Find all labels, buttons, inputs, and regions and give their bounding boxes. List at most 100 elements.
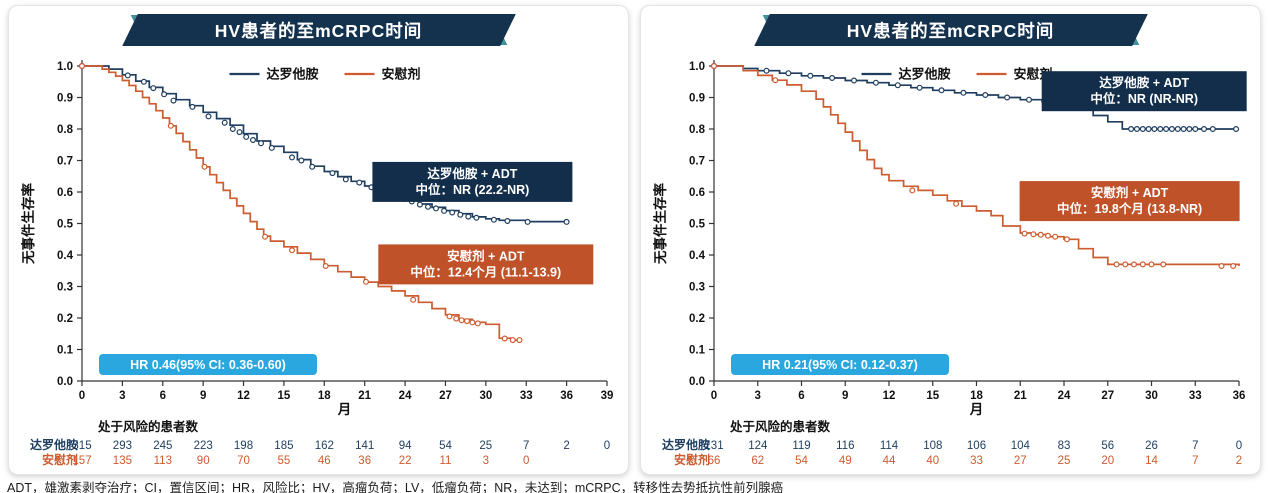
censor-mark-placebo [1045, 232, 1052, 239]
x-tick-label: 0 [711, 390, 717, 402]
censor-mark-placebo [446, 313, 453, 320]
censor-mark-placebo [78, 63, 85, 70]
censor-mark-darolutamide [1233, 125, 1240, 132]
y-tick-label: 0.0 [57, 376, 73, 388]
censor-mark-darolutamide [140, 78, 147, 85]
hr-label: HR 0.46(95% CI: 0.36-0.60) [130, 358, 286, 372]
x-tick-label: 24 [399, 390, 412, 402]
km-curve-placebo [82, 65, 520, 341]
at-risk-value: 70 [237, 455, 250, 467]
at-risk-value: 223 [194, 440, 213, 452]
y-tick-label: 0.8 [57, 124, 74, 136]
censor-mark-darolutamide [473, 214, 480, 221]
censor-mark-darolutamide [763, 67, 770, 74]
censor-mark-placebo [710, 63, 717, 70]
censor-mark-darolutamide [289, 154, 296, 161]
at-risk-value: 14 [1145, 455, 1158, 467]
censor-mark-placebo [1052, 233, 1059, 240]
at-risk-value: 2 [1236, 455, 1242, 467]
censor-mark-placebo [363, 278, 370, 285]
censor-mark-darolutamide [229, 125, 236, 132]
censor-mark-darolutamide [236, 129, 243, 136]
x-tick-label: 36 [560, 390, 573, 402]
x-tick-label: 33 [520, 390, 533, 402]
censor-mark-darolutamide [982, 91, 989, 98]
censor-mark-placebo [501, 335, 508, 342]
at-risk-value: 198 [234, 440, 253, 452]
at-risk-value: 119 [792, 440, 810, 452]
hr-box [99, 354, 317, 375]
km-panel-right: HV患者的至mCRPC时间 0.0 0.1 0.2 0.3 0.4 0.5 0.6 0.7 0.… [640, 5, 1261, 475]
censor-mark-darolutamide [1145, 125, 1152, 132]
censor-mark-darolutamide [872, 79, 879, 86]
at-risk-value: 116 [836, 440, 854, 452]
censor-mark-darolutamide [851, 77, 858, 84]
y-axis-title: 无事件生存率 [20, 183, 36, 265]
censor-mark-placebo [289, 247, 296, 254]
at-risk-value: 3 [483, 455, 489, 467]
censor-mark-darolutamide [1163, 125, 1170, 132]
at-risk-row-label: 安慰剂 [674, 452, 710, 467]
censor-mark-placebo [509, 337, 516, 344]
y-tick-label: 0.8 [689, 124, 706, 136]
at-risk-value: 20 [1101, 455, 1114, 467]
censor-mark-placebo [1160, 261, 1167, 268]
at-risk-value: 25 [479, 440, 492, 452]
at-risk-value: 0 [523, 455, 529, 467]
annotation-line1: 安慰剂 + ADT [1091, 185, 1169, 200]
censor-mark-darolutamide [1168, 125, 1175, 132]
censor-mark-darolutamide [785, 70, 792, 77]
censor-mark-darolutamide [1133, 125, 1140, 132]
at-risk-value: 106 [967, 440, 986, 452]
censor-mark-placebo [458, 317, 465, 324]
at-risk-row-label: 达罗他胺 [662, 437, 710, 452]
y-tick-label: 0.7 [57, 156, 73, 168]
censor-mark-darolutamide [1004, 94, 1011, 101]
panel-title: HV患者的至mCRPC时间 [753, 14, 1148, 46]
censor-mark-darolutamide [504, 218, 511, 225]
x-tick-label: 12 [883, 390, 896, 402]
censor-mark-placebo [201, 163, 208, 170]
y-tick-label: 0.2 [57, 313, 73, 325]
x-tick-label: 30 [479, 390, 492, 402]
y-tick-label: 0.5 [57, 219, 74, 231]
censor-mark-darolutamide [309, 163, 316, 170]
at-risk-value: 83 [1058, 440, 1071, 452]
annotation-line2: 中位：NR (22.2-NR) [415, 182, 529, 197]
censor-mark-darolutamide [243, 133, 250, 140]
at-risk-value: 245 [153, 440, 172, 452]
censor-mark-darolutamide [807, 72, 814, 79]
at-risk-value: 90 [197, 455, 210, 467]
censor-mark-darolutamide [1139, 125, 1146, 132]
y-axis-title: 无事件生存率 [652, 183, 668, 265]
censor-mark-placebo [262, 233, 269, 240]
at-risk-row-label: 安慰剂 [42, 452, 78, 467]
at-risk-value: 25 [1058, 455, 1071, 467]
at-risk-value: 162 [315, 440, 334, 452]
x-tick-label: 12 [237, 390, 250, 402]
censor-mark-placebo [1030, 231, 1037, 238]
at-risk-value: 22 [399, 455, 412, 467]
censor-mark-darolutamide [457, 211, 464, 218]
annotation-line2: 中位：19.8个月 (13.8-NR) [1057, 201, 1202, 216]
x-tick-label: 39 [601, 390, 614, 402]
y-tick-label: 0.6 [689, 187, 705, 199]
panel-title-banner: HV患者的至mCRPC时间 [121, 14, 516, 46]
censor-mark-darolutamide [1026, 96, 1033, 103]
censor-mark-darolutamide [150, 85, 157, 92]
km-chart-right: 0.00.10.20.30.40.50.60.70.80.91.00 3 6 9 12 1… [652, 60, 1247, 467]
censor-mark-darolutamide [329, 170, 336, 177]
at-risk-value: 0 [604, 440, 610, 452]
panel-title-text: HV患者的至mCRPC时间 [846, 20, 1055, 41]
at-risk-value: 114 [880, 440, 899, 452]
censor-mark-darolutamide [161, 91, 168, 98]
at-risk-value: 108 [923, 440, 942, 452]
censor-mark-placebo [410, 296, 417, 303]
censor-mark-placebo [167, 122, 174, 129]
x-tick-label: 27 [1101, 390, 1114, 402]
median-annotation-box [372, 161, 573, 202]
censor-mark-darolutamide [1128, 125, 1135, 132]
median-annotation-box [1041, 71, 1247, 112]
censor-mark-darolutamide [1151, 125, 1158, 132]
censor-mark-placebo [322, 263, 329, 270]
